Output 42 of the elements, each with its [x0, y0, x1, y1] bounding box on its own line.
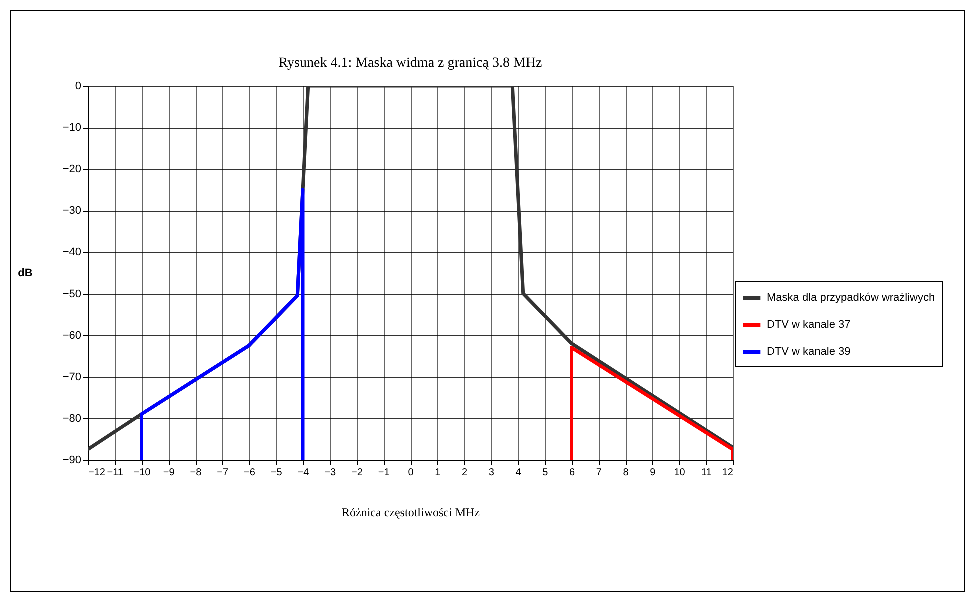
y-tick-label: −80: [62, 412, 82, 425]
x-axis-title: Różnica częstotliwości MHz: [342, 506, 480, 520]
legend-label: Maska dla przypadków wrażliwych: [767, 292, 936, 304]
y-tick-label: −20: [62, 164, 82, 176]
x-tick-label: 1: [435, 468, 442, 478]
x-tick-label: 6: [569, 468, 576, 478]
legend-label: DTV w kanale 37: [767, 319, 851, 331]
x-tick-label: −6: [244, 468, 256, 478]
y-axis-title: dB: [18, 268, 33, 280]
x-tick-label: −3: [324, 468, 337, 478]
x-tick-label: 5: [542, 468, 549, 478]
y-tick-label: 0: [75, 80, 82, 92]
line-series: [140, 188, 305, 460]
x-tick-label: −5: [270, 468, 283, 478]
x-tick-label: −1: [378, 468, 390, 478]
x-tick-label: 8: [623, 468, 630, 478]
y-tick-label: −40: [62, 246, 82, 259]
y-tick-label: −10: [62, 122, 82, 134]
x-tick-label: 10: [674, 468, 686, 478]
y-tick-label: −30: [62, 205, 82, 218]
y-tick-label: −50: [62, 288, 82, 300]
x-tick-label: 11: [701, 468, 712, 478]
x-tick-label: −12: [88, 468, 106, 478]
x-tick-label: 12: [722, 468, 734, 478]
x-tick-label: −9: [163, 468, 176, 478]
x-tick-label: 0: [408, 468, 414, 478]
x-tick-label: −7: [217, 468, 230, 478]
x-tick-label: −10: [134, 468, 152, 478]
y-tick-label: −70: [62, 371, 82, 384]
x-tick-label: 2: [462, 468, 468, 478]
x-tick-label: −4: [298, 468, 310, 478]
x-tick-label: −2: [352, 468, 364, 478]
x-tick-label: −8: [190, 468, 202, 478]
x-tick-label: 3: [488, 468, 495, 478]
x-tick-label: 9: [650, 468, 656, 478]
chart-title: Rysunek 4.1: Maska widma z granicą 3.8 MHz: [278, 56, 542, 71]
y-tick-label: −60: [62, 330, 82, 342]
x-tick-label: −11: [107, 468, 124, 478]
x-tick-label: 7: [596, 468, 602, 478]
legend-label: DTV w kanale 39: [767, 346, 851, 358]
x-tick-label: 4: [516, 468, 522, 478]
y-tick-label: −90: [62, 454, 82, 466]
